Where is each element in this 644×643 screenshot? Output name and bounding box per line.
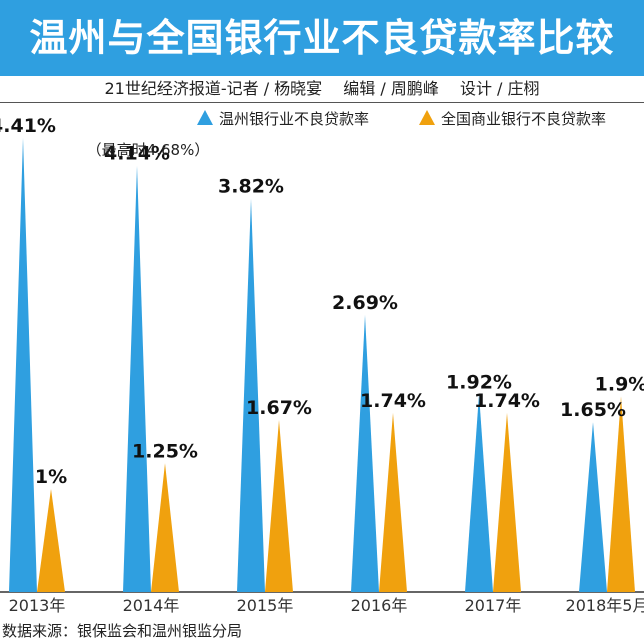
x-tick-label-1: 2014年 xyxy=(123,596,180,615)
bar-national-5 xyxy=(607,396,635,592)
legend-orange-marker xyxy=(419,110,435,125)
bar-national-2 xyxy=(265,420,293,592)
source-note: 数据来源：银保监会和温州银监分局 xyxy=(2,622,243,640)
credit-designer: 设计 / 庄栩 xyxy=(459,79,540,98)
bar-wenzhou-4 xyxy=(465,394,493,592)
x-tick-label-5: 2018年5月 xyxy=(566,596,644,615)
title-bar: 温州与全国银行业不良贷款率比较 xyxy=(0,0,644,76)
value-label-wenzhou-5: 1.65% xyxy=(560,399,626,421)
bar-national-4 xyxy=(493,412,521,592)
value-label-national-1: 1.25% xyxy=(132,440,198,462)
value-label-wenzhou-0: 4.41% xyxy=(0,115,56,137)
bar-wenzhou-1 xyxy=(123,165,151,592)
credit-editor: 编辑 / 周鹏峰 xyxy=(343,79,439,98)
x-tick-label-2: 2015年 xyxy=(237,596,294,615)
value-label-wenzhou-1: 4.14% xyxy=(104,143,170,165)
bar-wenzhou-0 xyxy=(9,137,37,592)
x-tick-label-3: 2016年 xyxy=(351,596,408,615)
credit-reporter: 21世纪经济报道-记者 / 杨晓宴 xyxy=(104,79,323,98)
value-label-national-3: 1.74% xyxy=(360,390,426,412)
credits-line: 21世纪经济报道-记者 / 杨晓宴 编辑 / 周鹏峰 设计 / 庄栩 xyxy=(0,76,644,102)
page-title: 温州与全国银行业不良贷款率比较 xyxy=(29,16,615,60)
annotation-0: （最高时4.68%） xyxy=(87,141,210,159)
legend-blue-label: 温州银行业不良贷款率 xyxy=(219,110,369,128)
x-tick-label-4: 2017年 xyxy=(465,596,522,615)
value-label-national-4: 1.74% xyxy=(474,390,540,412)
value-label-national-2: 1.67% xyxy=(246,397,312,419)
bar-wenzhou-2 xyxy=(237,198,265,592)
bar-national-1 xyxy=(151,463,179,592)
value-label-national-5: 1.9% xyxy=(595,373,644,395)
bar-wenzhou-5 xyxy=(579,422,607,592)
value-label-wenzhou-4: 1.92% xyxy=(446,371,512,393)
x-tick-label-0: 2013年 xyxy=(9,596,66,615)
bar-national-3 xyxy=(379,412,407,592)
value-label-national-0: 1% xyxy=(35,466,67,488)
separator-line xyxy=(0,102,644,103)
bar-national-0 xyxy=(37,489,65,592)
value-label-wenzhou-3: 2.69% xyxy=(332,292,398,314)
legend-blue-marker xyxy=(197,110,213,125)
legend-orange-label: 全国商业银行不良贷款率 xyxy=(441,110,606,128)
value-label-wenzhou-2: 3.82% xyxy=(218,176,284,198)
bar-wenzhou-3 xyxy=(351,314,379,592)
